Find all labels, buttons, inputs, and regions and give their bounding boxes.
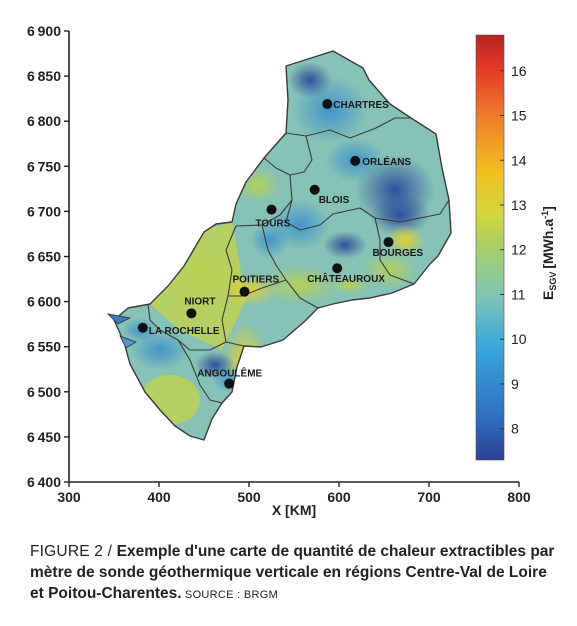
city-marker: CHÂTEAUROUX [307, 263, 385, 285]
x-tick-label: 700 [417, 489, 441, 505]
city-dot [322, 99, 333, 110]
city-dot [350, 155, 361, 166]
y-tick-label: 6 550 [27, 339, 61, 355]
colorbar-tick-label: 8 [511, 421, 519, 437]
city-marker: CHARTRES [322, 99, 389, 111]
colorbar-tick-label: 14 [511, 152, 527, 168]
y-tick-label: 6 450 [27, 429, 61, 445]
region-borders [113, 50, 452, 441]
y-tick-label: 6 800 [27, 113, 61, 129]
y-tick-label: 6 900 [27, 23, 61, 39]
coastal-islands [106, 313, 138, 349]
y-tick-label: 6 650 [27, 249, 61, 265]
city-label: CHÂTEAUROUX [307, 272, 385, 285]
colorbar-label: ESGV[MWh.a-1] [540, 206, 558, 300]
colorbar-tick-label: 11 [511, 286, 526, 302]
city-label: TOURS [256, 219, 291, 230]
city-dot [224, 378, 235, 389]
x-axis-title: X [KM] [272, 502, 316, 518]
city-label: CHARTRES [333, 100, 389, 111]
colorbar-tick-label: 16 [511, 63, 527, 79]
city-markers: CHARTRES ORLÉANS BLOIS TOURS BOURGES CHÂTEAUR… [137, 99, 424, 389]
colorbar: 8 9 10 11 12 13 14 15 16 ESGV[MWh.a-1] [475, 34, 558, 461]
city-marker: BOURGES [373, 237, 424, 259]
city-label: LA ROCHELLE [149, 326, 220, 337]
city-dot [266, 204, 277, 215]
caption-figure-label: FIGURE 2 / [30, 543, 117, 560]
colorbar-ticks: 8 9 10 11 12 13 14 15 16 [500, 63, 527, 437]
city-dot [239, 286, 250, 297]
colorbar-tick-label: 12 [511, 242, 527, 258]
plot-axes: 6 400 6 450 6 500 6 550 6 600 6 650 6 700 6 750… [27, 23, 531, 505]
colorbar-tick-label: 9 [511, 376, 519, 392]
x-tick-label: 400 [147, 489, 171, 505]
y-axis-ticks: 6 400 6 450 6 500 6 550 6 600 6 650 6 700 6 750… [27, 23, 69, 490]
city-marker: ANGOULÊME [197, 367, 263, 389]
x-tick-label: 600 [327, 489, 351, 505]
colorbar-tick-label: 15 [511, 108, 527, 124]
city-label: POITIERS [233, 275, 280, 286]
city-label: ANGOULÊME [197, 367, 262, 380]
colorbar-tick-label: 10 [511, 331, 527, 347]
city-label: ORLÉANS [362, 155, 411, 168]
x-axis-ticks: 300 400 500 600 700 800 [57, 482, 531, 505]
y-tick-label: 6 400 [27, 474, 61, 490]
y-tick-label: 6 850 [27, 68, 61, 84]
city-marker: ORLÉANS [350, 155, 411, 168]
city-marker: TOURS [256, 204, 291, 230]
y-tick-label: 6 500 [27, 384, 61, 400]
city-label: BOURGES [373, 248, 424, 259]
x-tick-label: 300 [57, 489, 81, 505]
caption-text: Exemple d'une carte de quantité de chale… [30, 543, 555, 602]
city-marker: LA ROCHELLE [137, 322, 220, 337]
city-dot [309, 184, 320, 195]
caption-source: SOURCE : BRGM [181, 589, 279, 601]
heat-map-region [114, 51, 451, 440]
city-marker: POITIERS [233, 275, 280, 297]
y-tick-label: 6 700 [27, 203, 61, 219]
x-tick-label: 800 [507, 489, 531, 505]
colorbar-gradient [475, 34, 505, 461]
y-tick-label: 6 750 [27, 158, 61, 174]
city-label: NIORT [184, 296, 215, 307]
figure-caption: FIGURE 2 / Exemple d'une carte de quanti… [30, 541, 560, 606]
y-tick-label: 6 600 [27, 294, 61, 310]
city-dot [383, 237, 394, 248]
geothermal-map-figure: 6 400 6 450 6 500 6 550 6 600 6 650 6 700 6 750… [27, 23, 558, 518]
city-marker: NIORT [184, 296, 216, 319]
colorbar-tick-label: 13 [511, 197, 527, 213]
city-dot [137, 322, 148, 333]
city-label: BLOIS [319, 195, 350, 206]
city-dot [332, 263, 343, 274]
x-tick-label: 500 [237, 489, 261, 505]
city-dot [186, 308, 197, 319]
city-marker: BLOIS [309, 184, 350, 206]
